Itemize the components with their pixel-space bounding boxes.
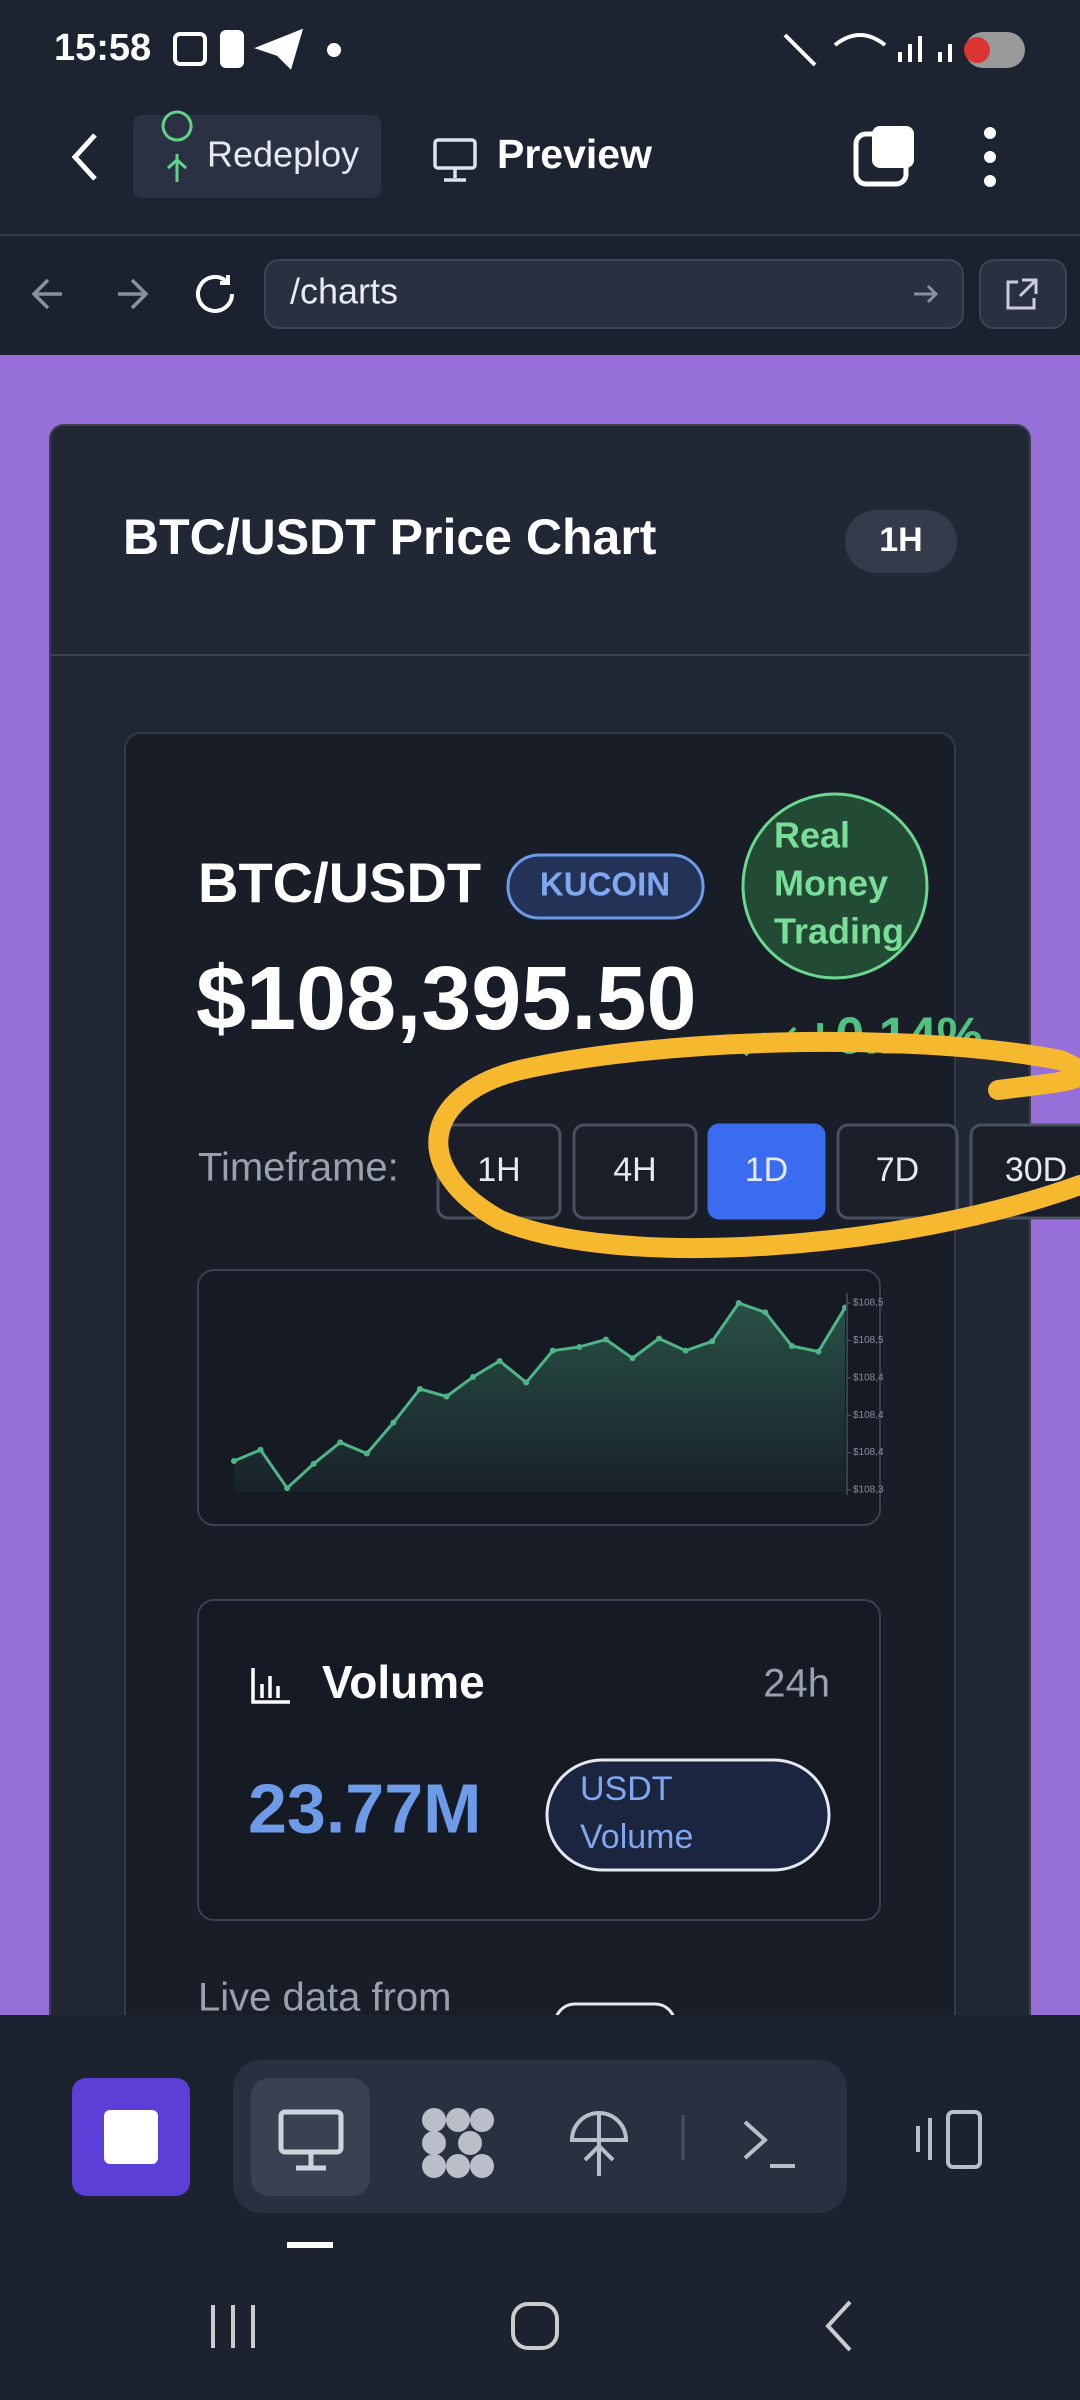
layout-button[interactable] — [916, 2110, 982, 2169]
price-point — [682, 1347, 689, 1354]
price-chart: $108,5 $108,5 $108,4 $108,4 $108,4 $108,3 — [231, 1293, 884, 1496]
y-tick-label: $108,4 — [853, 1410, 884, 1421]
timeframe-option: 7D — [876, 1151, 919, 1189]
price-point — [284, 1485, 291, 1492]
nav-back[interactable] — [31, 278, 62, 310]
home-button[interactable] — [511, 2302, 559, 2350]
preview-tab[interactable] — [251, 2078, 370, 2196]
price: $108,395.50 — [196, 949, 697, 1049]
nav-forward[interactable] — [118, 278, 149, 310]
status-icons — [173, 28, 1025, 70]
redeploy-button[interactable] — [133, 115, 381, 198]
price-point — [815, 1348, 822, 1355]
go-icon[interactable] — [914, 284, 939, 304]
timeframe-option: 4H — [613, 1151, 656, 1189]
timeframe-button[interactable] — [707, 1123, 826, 1220]
terminal-tab[interactable] — [743, 2120, 795, 2168]
price-point — [257, 1446, 264, 1453]
price-point — [709, 1338, 716, 1345]
price-point — [762, 1309, 769, 1316]
external-icon — [1006, 278, 1038, 310]
apps-tab[interactable] — [422, 2108, 494, 2178]
url-text: /charts — [290, 271, 398, 312]
volume-unit-badge — [545, 1758, 831, 1872]
card-badge — [845, 510, 957, 573]
exchange-badge — [506, 853, 705, 920]
timeframe-option: 1H — [477, 1151, 520, 1189]
price-point — [496, 1357, 503, 1364]
pair: BTC/USDT — [198, 851, 481, 914]
mode-line: Money — [774, 863, 888, 904]
exchange: KUCOIN — [540, 866, 670, 903]
price-point — [390, 1419, 397, 1426]
volume-value: 23.77M — [248, 1769, 481, 1847]
price-point — [735, 1300, 742, 1306]
volume-icon — [251, 1668, 290, 1704]
status-time: 15:58 — [54, 27, 151, 69]
y-tick-label: $108,4 — [853, 1372, 884, 1383]
redeploy-icon — [161, 110, 193, 182]
card-badge-text: 1H — [879, 521, 922, 559]
volume-period: 24h — [763, 1662, 830, 1706]
price-point — [443, 1393, 450, 1400]
price-point — [470, 1373, 477, 1380]
mode-switcher — [233, 2060, 847, 2213]
tabs-icon[interactable] — [853, 126, 914, 187]
timeframe-button[interactable] — [836, 1123, 959, 1220]
mode-badge — [741, 792, 929, 980]
price-point — [656, 1335, 663, 1342]
timeframe-option: 1D — [745, 1151, 788, 1189]
system-back[interactable] — [825, 2300, 852, 2352]
card-title: BTC/USDT Price Chart — [123, 509, 657, 565]
price-point — [310, 1460, 317, 1467]
y-tick-label: $108,5 — [853, 1298, 884, 1309]
deploy-tab[interactable] — [569, 2111, 629, 2176]
preview-tab-icon — [278, 2109, 344, 2171]
y-tick-label: $108,4 — [853, 1447, 884, 1458]
redeploy-label: Redeploy — [207, 134, 359, 175]
back-button[interactable] — [71, 133, 97, 181]
volume-unit: USDT — [580, 1770, 673, 1808]
price-point — [788, 1343, 795, 1350]
price-area — [234, 1303, 845, 1492]
reload[interactable] — [196, 275, 234, 313]
mode-line: Real — [774, 815, 850, 856]
price-point — [231, 1458, 237, 1465]
timeframe-button[interactable] — [572, 1123, 698, 1220]
price-line — [233, 1301, 847, 1491]
annotation-scribble — [428, 1031, 1080, 1258]
price-point — [576, 1343, 583, 1350]
url-input[interactable] — [264, 259, 964, 329]
volume-title: Volume — [322, 1656, 485, 1708]
price-point — [629, 1355, 636, 1362]
preview-icon — [433, 138, 477, 182]
price-point — [549, 1347, 556, 1354]
footer-source: Live data from — [198, 1976, 451, 2020]
price-point — [337, 1439, 344, 1446]
preview-label[interactable]: Preview — [497, 131, 652, 177]
price-point — [523, 1379, 530, 1386]
y-tick-label: $108,5 — [853, 1335, 884, 1346]
timeframe-buttons: 1H 4H 1D 7D 30D — [436, 1123, 1080, 1220]
timeframe-label: Timeframe: — [198, 1146, 399, 1190]
stop-icon — [104, 2110, 158, 2164]
price-point — [602, 1336, 609, 1343]
volume-unit: Volume — [580, 1818, 693, 1856]
price-point — [416, 1386, 423, 1393]
price-point — [363, 1450, 370, 1457]
mode-line: Trading — [774, 911, 904, 952]
more-menu[interactable] — [984, 127, 996, 187]
y-tick-label: $108,3 — [853, 1485, 884, 1496]
recents-button[interactable] — [211, 2305, 255, 2348]
